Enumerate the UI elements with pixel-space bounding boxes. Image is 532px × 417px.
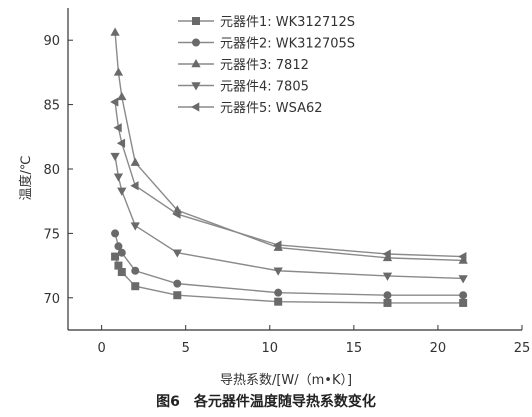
series-1-line <box>114 256 464 304</box>
series-3-point <box>130 157 140 166</box>
series-4-point <box>117 187 127 196</box>
legend-marker <box>191 82 201 91</box>
series-3-point <box>117 91 127 101</box>
legend-marker <box>191 16 200 25</box>
series-1 <box>111 252 468 307</box>
series-1-point <box>383 298 392 307</box>
series-2-point <box>117 248 126 257</box>
y-tick-label: 70 <box>43 292 60 307</box>
series-1-point <box>117 268 126 277</box>
series-5 <box>110 97 467 262</box>
series-layer <box>110 27 468 307</box>
series-3-line <box>114 32 464 262</box>
y-tick-label: 90 <box>43 34 60 49</box>
legend-item-2: 元器件2: WK312705S <box>178 37 355 52</box>
legend-label: 元器件4: 7805 <box>220 80 309 95</box>
legend-label: 元器件2: WK312705S <box>220 37 355 52</box>
series-5-point <box>110 97 119 107</box>
x-tick-label: 15 <box>346 341 363 356</box>
legend-marker <box>191 38 200 47</box>
y-tick-label: 75 <box>43 227 60 242</box>
series-2-point <box>274 288 283 297</box>
axes-layer: 0 5 10 15 20 25 70 75 80 85 90 <box>43 8 530 356</box>
series-2-point <box>173 279 182 288</box>
series-5-line <box>114 101 464 258</box>
series-1-point <box>274 297 283 306</box>
series-4-line <box>114 156 464 280</box>
series-4-point <box>382 272 393 281</box>
legend-item-4: 元器件4: 7805 <box>178 80 309 95</box>
series-2-point <box>459 291 468 300</box>
x-axis-label: 导热系数/[W/（m•K）] <box>220 373 352 388</box>
legend-marker <box>191 59 201 68</box>
series-3-point <box>110 27 120 36</box>
series-2-point <box>383 291 392 300</box>
legend-marker <box>191 102 200 112</box>
series-2-point <box>131 266 140 275</box>
series-5-point <box>130 181 139 191</box>
y-tick-label: 85 <box>43 99 60 114</box>
series-4 <box>110 152 468 284</box>
series-5-point <box>172 209 181 219</box>
legend-label: 元器件3: 7812 <box>220 58 309 73</box>
series-1-point <box>111 252 120 261</box>
series-4-point <box>113 173 124 182</box>
y-tick-label: 80 <box>43 163 60 178</box>
series-4-point <box>110 152 120 162</box>
legend-item-3: 元器件3: 7812 <box>178 58 309 73</box>
series-5-point <box>382 249 391 259</box>
series-2-point <box>114 242 123 251</box>
series-5-point <box>273 240 282 250</box>
series-4-point <box>273 267 283 276</box>
x-tick-label: 0 <box>97 341 105 356</box>
series-4-point <box>172 249 182 258</box>
series-1-point <box>173 291 182 300</box>
series-5-point <box>116 138 126 148</box>
series-5-point <box>458 251 467 262</box>
legend-item-1: 元器件1: WK312712S <box>178 15 355 30</box>
series-3-point <box>113 67 124 76</box>
series-3 <box>110 27 468 264</box>
legend-label: 元器件5: WSA62 <box>220 101 323 116</box>
series-5-point <box>113 123 122 133</box>
y-axis-label: 温度/℃ <box>18 156 34 201</box>
legend-item-5: 元器件5: WSA62 <box>178 101 323 116</box>
x-tick-label: 25 <box>514 341 531 356</box>
series-1-point <box>131 282 140 291</box>
series-4-point <box>458 275 468 284</box>
series-2-line <box>114 233 464 296</box>
series-2-point <box>111 229 120 238</box>
x-tick-label: 10 <box>262 341 279 356</box>
series-2 <box>111 229 468 300</box>
figure-caption: 图6 各元器件温度随导热系数变化 <box>156 393 376 410</box>
x-tick-label: 20 <box>430 341 447 356</box>
legend-label: 元器件1: WK312712S <box>220 15 355 30</box>
legend: 元器件1: WK312712S 元器件2: WK312705S 元器件3: 7812… <box>178 15 355 116</box>
series-4-point <box>130 222 140 231</box>
series-1-point <box>459 298 468 307</box>
x-tick-label: 5 <box>182 341 190 356</box>
